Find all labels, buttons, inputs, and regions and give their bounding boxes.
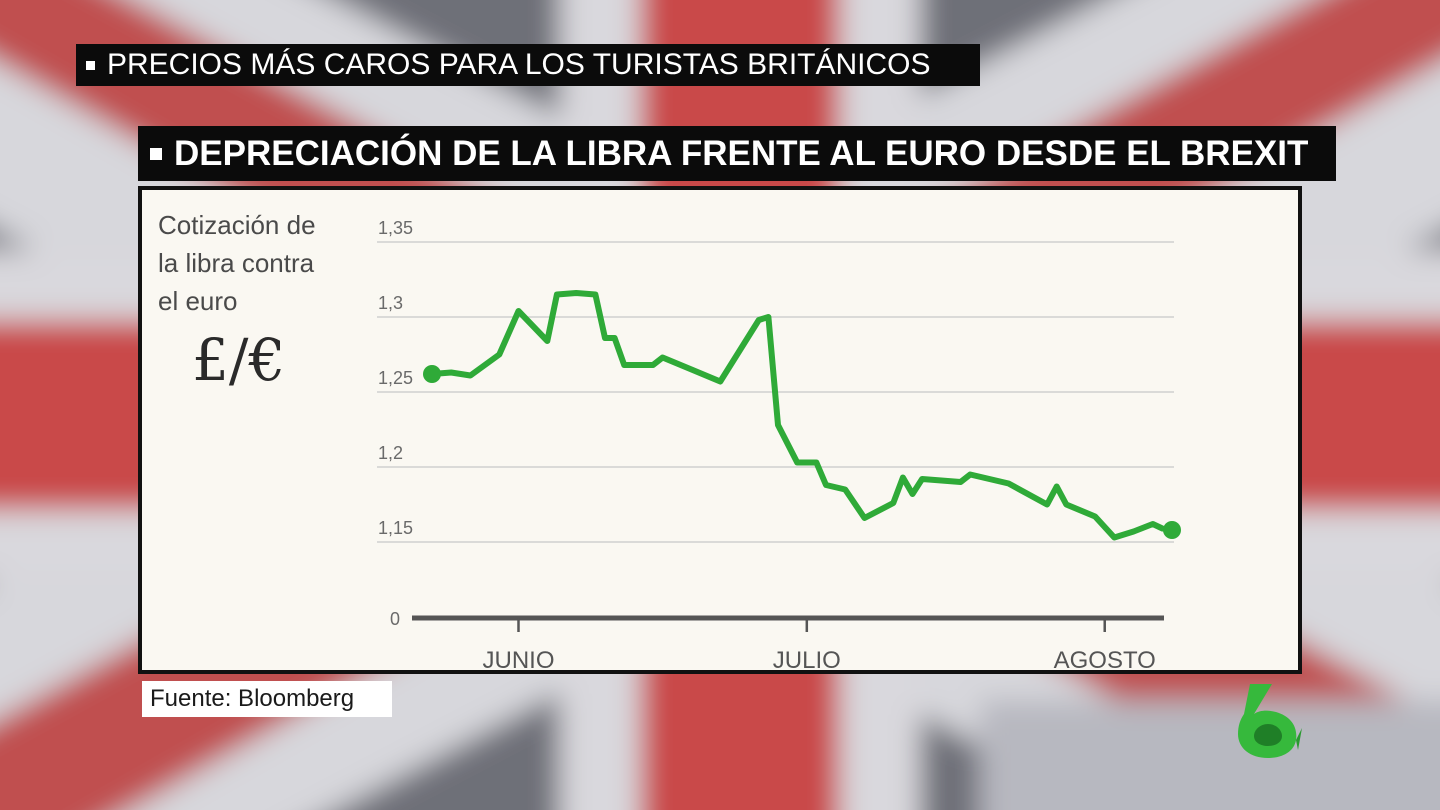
lasexta-logo-icon [1238,684,1302,758]
y-tick-label: 1,15 [378,518,413,538]
y-tick-label: 1,3 [378,293,403,313]
x-tick-label: AGOSTO [1054,647,1156,670]
bullet-square-icon [86,60,95,70]
y-tick-label: 1,2 [378,443,403,463]
exchange-rate-chart: 1,35 1,3 1,25 1,2 1,15 0 JUNIO JULIO AGOSTO [377,218,1181,670]
rate-marker [1163,521,1181,539]
x-tick-label: JUNIO [482,647,554,670]
chart-panel: Cotización de la libra contra el euro £/… [138,186,1302,674]
rate-line [429,290,1166,541]
y-tick-label: 1,35 [378,218,413,238]
y-tick-label: 1,25 [378,368,413,388]
y-zero-label: 0 [390,609,400,629]
headline-banner-text: DEPRECIACIÓN DE LA LIBRA FRENTE AL EURO … [174,133,1309,173]
currency-pair-symbol: £/€ [192,326,286,394]
source-credit: Fuente: Bloomberg [142,681,392,717]
bullet-square-icon [150,147,162,160]
rate-marker [423,365,441,383]
x-tick-label: JULIO [773,647,841,670]
y-axis-label: Cotización de la libra contra el euro [158,210,316,316]
headline-banner: DEPRECIACIÓN DE LA LIBRA FRENTE AL EURO … [138,126,1336,181]
subtitle-banner: PRECIOS MÁS CAROS PARA LOS TURISTAS BRIT… [76,44,980,86]
subtitle-banner-text: PRECIOS MÁS CAROS PARA LOS TURISTAS BRIT… [107,48,931,81]
